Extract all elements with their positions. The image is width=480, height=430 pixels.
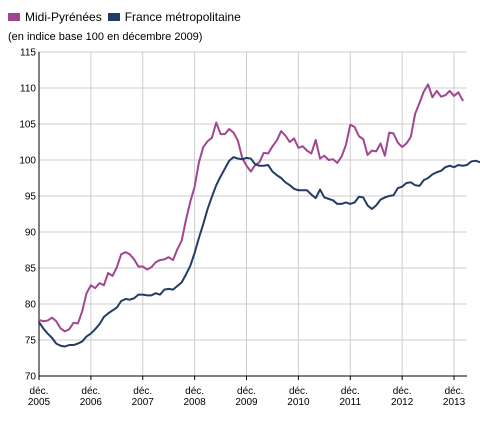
x-tick-label-month: déc. xyxy=(81,386,100,397)
x-tick-label-year: 2008 xyxy=(184,397,207,408)
x-tick-label-month: déc. xyxy=(393,386,412,397)
x-tick-label-year: 2007 xyxy=(132,397,155,408)
legend-swatch-midi-pyrenees xyxy=(8,13,20,21)
x-tick-label-year: 2011 xyxy=(340,397,362,408)
series-line-midi-pyrenees xyxy=(38,83,464,333)
x-tick-label-year: 2005 xyxy=(28,397,51,408)
series-line-france-metropolitaine xyxy=(38,156,480,348)
y-tick-label: 105 xyxy=(19,120,36,131)
y-tick-label: 75 xyxy=(25,336,37,347)
chart-subtitle: (en indice base 100 en décembre 2009) xyxy=(8,31,203,43)
y-tick-label: 80 xyxy=(25,300,37,311)
y-tick-label: 95 xyxy=(25,192,37,203)
legend-label-france-metropolitaine: France métropolitaine xyxy=(124,10,241,24)
y-tick-label: 115 xyxy=(20,48,36,59)
x-tick-label-month: déc. xyxy=(289,386,308,397)
x-tick-label-year: 2012 xyxy=(391,397,414,408)
legend-label-midi-pyrenees: Midi-Pyrénées xyxy=(25,10,102,24)
legend-item-midi-pyrenees: Midi-Pyrénées xyxy=(8,10,102,24)
x-tick-label-month: déc. xyxy=(237,386,256,397)
x-tick-label-year: 2009 xyxy=(235,397,258,408)
y-tick-label: 90 xyxy=(25,228,37,239)
x-tick-label-year: 2006 xyxy=(80,397,103,408)
x-tick-label-month: déc. xyxy=(133,386,152,397)
legend: Midi-Pyrénées France métropolitaine xyxy=(8,9,247,25)
x-tick-label-month: déc. xyxy=(341,386,360,397)
y-tick-label: 70 xyxy=(25,372,37,383)
legend-swatch-france-metropolitaine xyxy=(107,13,120,21)
x-tick-label-month: déc. xyxy=(185,386,204,397)
y-tick-label: 110 xyxy=(20,84,36,95)
y-tick-label: 85 xyxy=(25,264,37,275)
x-tick-label-month: déc. xyxy=(445,386,464,397)
x-tick-label-month: déc. xyxy=(30,386,49,397)
legend-item-france-metropolitaine: France métropolitaine xyxy=(107,10,241,24)
x-tick-label-year: 2010 xyxy=(287,397,310,408)
x-tick-label-year: 2013 xyxy=(443,397,466,408)
y-tick-label: 100 xyxy=(19,156,36,167)
